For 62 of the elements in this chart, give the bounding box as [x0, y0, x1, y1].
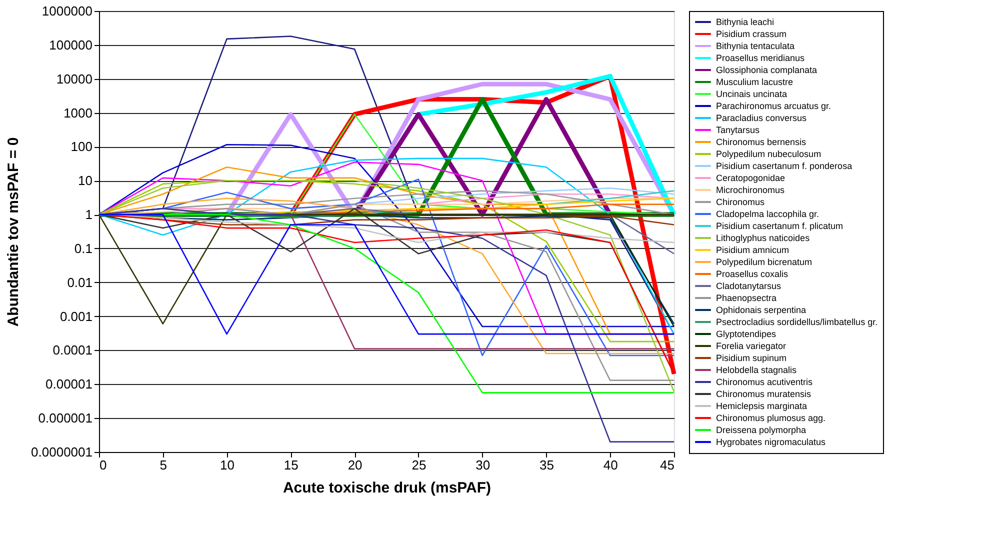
legend-label: Cladopelma laccophila gr.: [716, 209, 820, 219]
legend-label: Glossiphonia complanata: [716, 65, 818, 75]
legend-label: Chironomus plumosus agg.: [716, 413, 826, 423]
x-tick-label: 35: [539, 458, 554, 472]
legend-label: Proasellus coxalis: [716, 269, 789, 279]
y-tick-label: 0.000001: [38, 410, 92, 426]
legend-label: Lithoglyphus naticoides: [716, 233, 810, 243]
legend-label: Polypedilum nubeculosum: [716, 149, 822, 159]
y-tick-label: 0.001: [60, 308, 92, 324]
y-tick-label: 0.1: [74, 240, 92, 256]
y-tick-label: 10: [78, 173, 92, 188]
legend-label: Hygrobates nigromaculatus: [716, 437, 826, 447]
y-tick-label: 10000: [56, 71, 92, 86]
x-tick-label: 25: [412, 458, 426, 472]
x-tick-label: 15: [284, 458, 298, 472]
legend-label: Ophidonais serpentina: [716, 305, 806, 315]
legend-label: Cladotanytarsus: [716, 281, 782, 291]
x-tick-label: 5: [160, 458, 168, 472]
y-tick-label: 0.00001: [46, 376, 92, 392]
legend-label: Microchironomus: [716, 185, 786, 195]
x-tick-label: 45: [660, 458, 674, 472]
y-tick-label: 100: [70, 139, 92, 154]
legend-label: Pisidium amnicum: [716, 245, 790, 255]
legend-label: Paracladius conversus: [716, 113, 808, 123]
x-tick-label: 40: [603, 458, 618, 472]
y-tick-label: 0.01: [67, 274, 92, 290]
legend-label: Uncinais uncinata: [716, 89, 788, 99]
legend-label: Pisidium casertanum f. plicatum: [716, 221, 844, 231]
x-axis-title: Acute toxische druk (msPAF): [282, 480, 492, 496]
legend-label: Musculium lacustre: [716, 77, 794, 87]
y-axis-title: Abundantie tov msPAF = 0: [5, 137, 22, 327]
y-tick-label: 0.0001: [52, 342, 92, 358]
x-tick-label: 0: [100, 458, 107, 472]
legend-label: Bithynia leachi: [716, 17, 774, 27]
legend-label: Proasellus meridianus: [716, 53, 806, 63]
x-tick-label: 20: [348, 458, 362, 472]
legend-label: Chironomus bernensis: [716, 137, 807, 147]
x-tick-label: 30: [476, 458, 490, 472]
legend-label: Helobdella stagnalis: [716, 365, 798, 375]
y-tick-label: 100000: [49, 37, 92, 52]
y-tick-label: 1000000: [42, 4, 92, 18]
y-tick-label: 0.0000001: [31, 444, 92, 460]
legend-label: Glyptotendipes: [716, 329, 777, 339]
legend-label: Psectrocladius sordidellus/limbatellus gr.: [716, 317, 878, 327]
legend-label: Pisidium casertanum f. ponderosa: [716, 161, 852, 171]
x-tick-label: 10: [220, 458, 235, 472]
y-tick-label: 1: [85, 207, 92, 222]
legend-label: Bithynia tentaculata: [716, 41, 795, 51]
legend-label: Polypedilum bicrenatum: [716, 257, 812, 267]
legend-label: Chironomus: [716, 197, 766, 207]
legend-label: Tanytarsus: [716, 125, 760, 135]
legend-label: Parachironomus arcuatus gr.: [716, 101, 832, 111]
legend-label: Hemiclepsis marginata: [716, 401, 808, 411]
legend-label: Dreissena polymorpha: [716, 425, 806, 435]
legend-label: Chironomus acutiventris: [716, 377, 814, 387]
legend-label: Pisidium supinum: [716, 353, 787, 363]
legend-label: Pisidium crassum: [716, 29, 787, 39]
legend-label: Phaenopsectra: [716, 293, 777, 303]
legend-label: Ceratopogonidae: [716, 173, 786, 183]
y-tick-label: 1000: [64, 105, 92, 120]
legend-label: Forelia variegator: [716, 341, 786, 351]
legend-label: Chironomus muratensis: [716, 389, 812, 399]
